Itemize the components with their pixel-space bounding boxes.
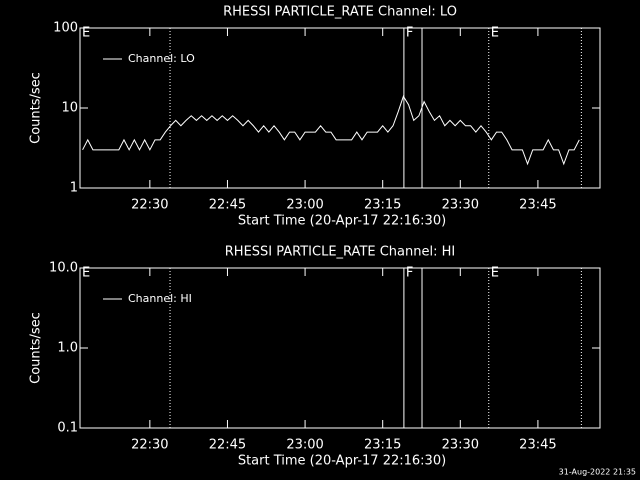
legend-label: Channel: LO <box>128 52 195 65</box>
y-tick-label: 0.1 <box>57 421 78 436</box>
annotation: E <box>491 26 499 41</box>
x-tick-label: 23:00 <box>286 198 323 213</box>
x-tick-label: 23:00 <box>286 438 323 453</box>
x-tick-label: 22:45 <box>209 198 246 213</box>
x-tick-label: 23:15 <box>364 438 401 453</box>
legend-label: Channel: HI <box>128 292 192 305</box>
x-tick-label: 23:45 <box>519 438 556 453</box>
annotation: F <box>406 26 413 41</box>
y-tick-label: 10.0 <box>49 261 78 276</box>
x-axis-label: Start Time (20-Apr-17 22:16:30) <box>238 214 446 229</box>
y-axis-label: Counts/sec <box>29 72 44 144</box>
x-tick-label: 22:30 <box>131 198 168 213</box>
data-line <box>82 95 580 166</box>
x-tick-label: 22:30 <box>131 438 168 453</box>
chart-title: RHESSI PARTICLE_RATE Channel: HI <box>225 245 455 260</box>
annotation: E <box>491 266 499 281</box>
y-tick-label: 1 <box>70 181 78 196</box>
y-axis-label: Counts/sec <box>29 312 44 384</box>
footer-date: 31-Aug-2022 21:35 <box>559 468 636 477</box>
y-tick-label: 1.0 <box>57 341 78 356</box>
y-tick-label: 10 <box>61 101 78 116</box>
x-tick-label: 23:45 <box>519 198 556 213</box>
x-tick-label: 23:30 <box>442 438 479 453</box>
chart-title: RHESSI PARTICLE_RATE Channel: LO <box>223 5 457 20</box>
x-tick-label: 23:15 <box>364 198 401 213</box>
annotation: E <box>82 26 90 41</box>
y-tick-label: 100 <box>53 21 78 36</box>
x-tick-label: 23:30 <box>442 198 479 213</box>
annotation: F <box>406 266 413 281</box>
annotation: E <box>82 266 90 281</box>
x-tick-label: 22:45 <box>209 438 246 453</box>
x-axis-label: Start Time (20-Apr-17 22:16:30) <box>238 454 446 469</box>
